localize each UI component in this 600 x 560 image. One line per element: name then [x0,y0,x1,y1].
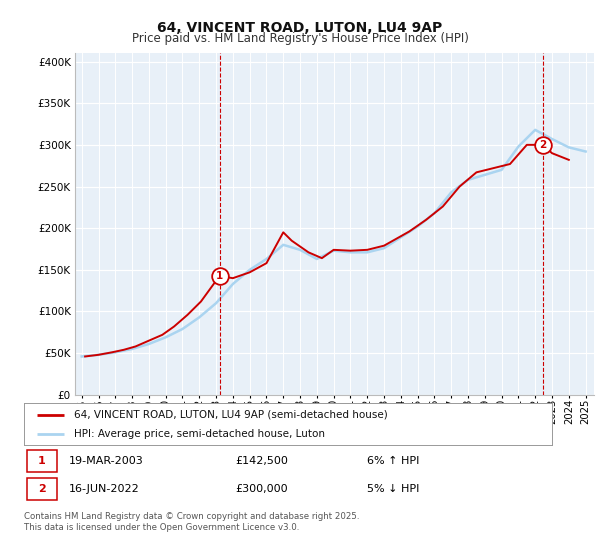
Text: 19-MAR-2003: 19-MAR-2003 [69,456,143,466]
Text: Price paid vs. HM Land Registry's House Price Index (HPI): Price paid vs. HM Land Registry's House … [131,32,469,45]
FancyBboxPatch shape [26,450,57,472]
Text: 1: 1 [216,271,223,281]
Text: 16-JUN-2022: 16-JUN-2022 [69,484,140,494]
Text: £300,000: £300,000 [235,484,288,494]
Text: 64, VINCENT ROAD, LUTON, LU4 9AP (semi-detached house): 64, VINCENT ROAD, LUTON, LU4 9AP (semi-d… [74,409,388,419]
FancyBboxPatch shape [26,478,57,500]
Text: £142,500: £142,500 [235,456,288,466]
Text: 1: 1 [38,456,46,466]
Text: 6% ↑ HPI: 6% ↑ HPI [367,456,419,466]
Text: HPI: Average price, semi-detached house, Luton: HPI: Average price, semi-detached house,… [74,429,325,439]
Text: 2: 2 [539,140,547,150]
Text: Contains HM Land Registry data © Crown copyright and database right 2025.
This d: Contains HM Land Registry data © Crown c… [24,512,359,532]
Text: 5% ↓ HPI: 5% ↓ HPI [367,484,419,494]
Text: 2: 2 [38,484,46,494]
Text: 64, VINCENT ROAD, LUTON, LU4 9AP: 64, VINCENT ROAD, LUTON, LU4 9AP [157,21,443,35]
